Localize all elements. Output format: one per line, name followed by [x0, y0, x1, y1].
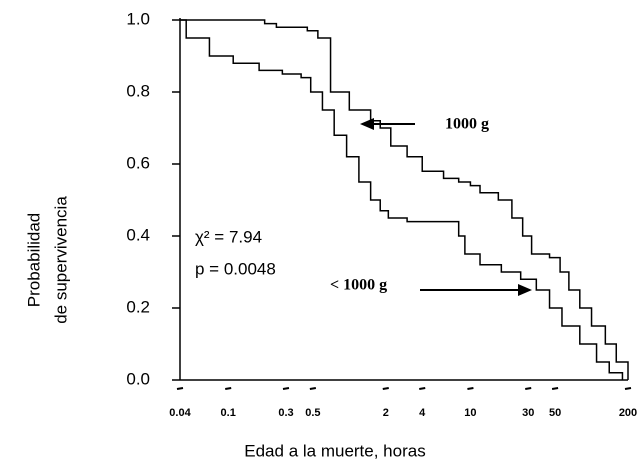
series-label: < 1000 g — [330, 277, 387, 294]
y-tick-label: 0.4 — [126, 225, 150, 244]
annotation: p = 0.0048 — [195, 259, 276, 278]
y-tick-label: 1.0 — [126, 9, 150, 28]
x-tick-label: 10 — [464, 407, 476, 419]
x-tick-label: 0.04 — [169, 407, 191, 419]
y-tick-label: 0.6 — [126, 153, 150, 172]
x-tick-label: 0.1 — [221, 407, 236, 419]
survival-line — [180, 19, 624, 380]
x-tick — [282, 387, 290, 390]
x-tick-label: 200 — [619, 407, 637, 419]
y-tick-label: 0.2 — [126, 297, 150, 316]
x-axis-label: Edad a la muerte, horas — [244, 441, 425, 460]
arrow — [420, 284, 532, 296]
x-tick-label: 0.3 — [278, 407, 293, 419]
x-tick-label: 2 — [383, 407, 389, 419]
x-tick — [382, 387, 389, 390]
survival-line — [180, 19, 629, 380]
x-tick-label: 0.5 — [305, 407, 320, 419]
y-tick-label: 0.0 — [126, 369, 150, 388]
series-label: 1000 g — [445, 116, 489, 133]
x-tick — [225, 387, 232, 390]
x-tick-label: 50 — [549, 407, 561, 419]
x-tick — [309, 387, 317, 390]
x-tick — [419, 387, 426, 390]
y-tick-label: 0.8 — [126, 81, 150, 100]
x-tick — [551, 387, 559, 390]
y-axis-label: de supervivencia — [51, 196, 70, 324]
x-tick-label: 30 — [522, 407, 534, 419]
x-tick — [176, 387, 184, 390]
y-axis-label: Probabilidad — [24, 213, 43, 308]
annotation: χ² = 7.94 — [195, 227, 262, 246]
x-tick — [467, 387, 474, 390]
x-tick — [624, 387, 632, 390]
x-tick-label: 4 — [419, 407, 426, 419]
x-tick — [525, 387, 532, 390]
